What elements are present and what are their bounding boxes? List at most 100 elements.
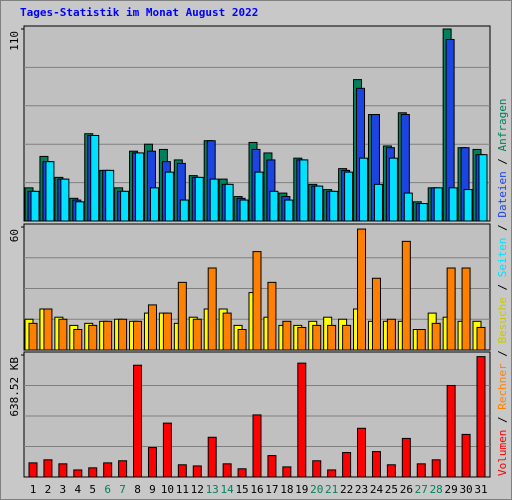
bar <box>359 157 369 222</box>
bar <box>222 312 232 351</box>
bar <box>463 189 473 222</box>
bar <box>476 356 486 478</box>
x-tick-label: 16 <box>250 483 263 496</box>
bar <box>297 362 307 478</box>
bar <box>327 469 337 478</box>
bar <box>433 187 443 222</box>
bar <box>478 154 488 222</box>
bar <box>312 460 322 478</box>
legend-entry: Anfragen <box>496 98 509 151</box>
legend-separator: / <box>496 344 509 364</box>
bar <box>299 159 309 222</box>
x-tick-label: 12 <box>191 483 204 496</box>
legend-separator: / <box>496 151 509 171</box>
bar <box>30 190 40 222</box>
bar <box>461 433 471 478</box>
bar <box>386 464 396 478</box>
bar <box>60 178 70 222</box>
bar <box>75 201 85 222</box>
bar <box>418 203 428 222</box>
x-tick-label: 28 <box>430 483 443 496</box>
bar <box>147 447 157 478</box>
bar <box>224 183 234 222</box>
x-tick-label: 21 <box>325 483 338 496</box>
x-tick-label: 1 <box>30 483 37 496</box>
bar <box>162 422 172 478</box>
x-tick-label: 15 <box>235 483 248 496</box>
x-tick-label: 26 <box>400 483 413 496</box>
x-tick-label: 19 <box>295 483 308 496</box>
x-tick-label: 23 <box>355 483 368 496</box>
x-tick-label: 14 <box>221 483 235 496</box>
bar <box>147 304 157 351</box>
bar <box>177 464 187 478</box>
bar <box>28 322 38 351</box>
bar <box>312 324 322 351</box>
bar <box>73 469 83 478</box>
bar <box>342 452 352 478</box>
bar <box>403 192 413 222</box>
bar <box>448 187 458 222</box>
bar <box>297 326 307 351</box>
bar <box>105 169 115 222</box>
bar <box>252 251 262 351</box>
bar <box>192 465 202 478</box>
bar <box>327 324 337 351</box>
bar <box>357 228 367 351</box>
legend: Volumen / Rechner / Besuche / Seiten / D… <box>496 98 509 476</box>
bar <box>416 463 426 478</box>
bar <box>88 467 98 478</box>
bar <box>401 240 411 351</box>
bar <box>118 318 128 351</box>
x-tick-label: 20 <box>310 483 323 496</box>
x-tick-label: 11 <box>176 483 189 496</box>
x-tick-label: 25 <box>385 483 398 496</box>
bar <box>103 462 113 478</box>
bar <box>133 320 143 351</box>
x-tick-label: 6 <box>104 483 111 496</box>
bar <box>267 281 277 351</box>
x-tick-label: 18 <box>280 483 293 496</box>
bar <box>342 324 352 351</box>
bar <box>162 312 172 351</box>
x-tick-label: 30 <box>459 483 472 496</box>
bar <box>28 462 38 478</box>
bar <box>90 134 100 222</box>
x-tick-label: 7 <box>119 483 126 496</box>
x-tick-label: 5 <box>89 483 96 496</box>
bar <box>164 171 174 222</box>
bar <box>371 277 381 351</box>
bar <box>192 318 202 351</box>
bar <box>43 459 53 478</box>
bar <box>267 455 277 478</box>
bar <box>254 171 264 222</box>
bar <box>446 384 456 478</box>
x-tick-label: 3 <box>60 483 67 496</box>
bar <box>207 436 217 478</box>
bar <box>88 324 98 351</box>
bar <box>209 178 219 222</box>
bar <box>357 427 367 478</box>
bar <box>314 185 324 222</box>
bar <box>252 414 262 478</box>
bar <box>73 329 83 351</box>
legend-entry: Volumen <box>496 430 509 476</box>
bar <box>58 318 68 351</box>
legend-entry: Besuche <box>496 297 509 343</box>
x-tick-label: 29 <box>445 483 458 496</box>
bar <box>45 161 55 222</box>
bar <box>282 320 292 351</box>
legend-entry: Dateien <box>496 171 509 217</box>
bar <box>237 468 247 478</box>
bar <box>431 322 441 351</box>
bar <box>239 199 249 222</box>
chart-title: Tages-Statistik im Monat August 2022 <box>20 6 258 19</box>
x-tick-label: 4 <box>74 483 81 496</box>
bar <box>177 281 187 351</box>
bar <box>43 308 53 351</box>
bar <box>388 157 398 222</box>
bar <box>344 171 354 222</box>
legend-entry: Rechner <box>496 363 509 410</box>
x-tick-label: 9 <box>149 483 156 496</box>
